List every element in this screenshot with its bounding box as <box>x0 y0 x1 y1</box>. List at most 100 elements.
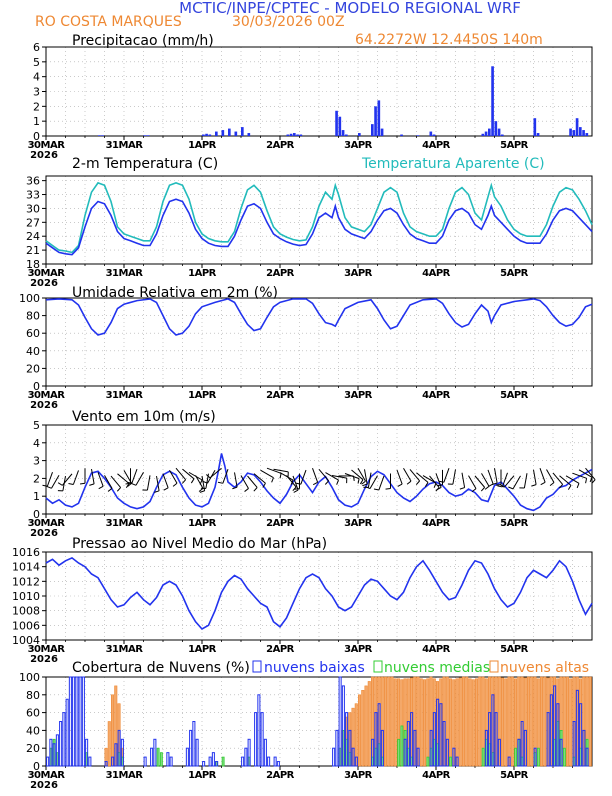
cloud-low-bar <box>209 757 211 766</box>
cloud-high-bar <box>566 677 568 766</box>
wind-title: Vento em 10m (m/s) <box>72 409 216 425</box>
precip-bar <box>534 118 537 136</box>
cloud-low-bar <box>60 722 62 767</box>
cloud-high-bar <box>501 678 503 766</box>
wind-barb-flag <box>108 488 112 491</box>
legend-mid-clouds: nuvens medias <box>384 660 490 676</box>
wind-barb <box>397 470 402 484</box>
ytick-label-1: 24 <box>26 230 40 243</box>
wind-barb <box>147 475 150 490</box>
xtick-label-4: 4APR <box>422 644 451 655</box>
wind-barb-flag <box>438 485 443 486</box>
cloud-low-bar <box>66 699 68 766</box>
wind-barb-flag <box>245 488 249 491</box>
precip-bar <box>381 129 384 136</box>
precip-bar <box>101 135 104 136</box>
cloud-high-bar <box>362 690 364 766</box>
wind-barb-flag <box>337 480 339 485</box>
precip-bar <box>98 135 101 136</box>
wind-barb <box>261 470 274 478</box>
xtick-label-0: 5APR <box>500 140 529 151</box>
cloud-low-bar <box>277 762 279 766</box>
cloud-high-bar <box>544 677 546 766</box>
wind-barb <box>453 469 456 484</box>
ytick-label-3: 4 <box>33 437 40 450</box>
precip-bar <box>371 124 374 136</box>
wind-barb-flag <box>80 483 85 484</box>
cloud-mid-bar <box>157 748 159 766</box>
wind-barb <box>379 476 384 490</box>
precip-bar <box>430 132 433 136</box>
wind-barb-flag <box>460 488 465 490</box>
run-date: 30/03/2026 00Z <box>232 14 345 30</box>
cloud-low-bar <box>268 757 270 766</box>
xtick-label-5: 1APR <box>188 770 217 781</box>
ytick-label-1: 33 <box>26 189 40 202</box>
xtick-label-4: 2APR <box>266 644 295 655</box>
wind-barb <box>462 473 465 488</box>
xtick-label-4: 5APR <box>500 644 529 655</box>
wind-barb <box>319 469 329 480</box>
xtick-label-5: 3APR <box>344 770 373 781</box>
temp-title: 2-m Temperatura (C) <box>72 156 218 172</box>
wind-barb <box>105 475 113 488</box>
cloud-high-bar <box>358 695 360 766</box>
wind-barb <box>132 469 137 483</box>
cloud-high-bar <box>508 677 510 766</box>
cloud-high-bar <box>384 677 386 766</box>
cloud-low-bar <box>274 757 276 766</box>
cloud-low-bar <box>76 677 78 766</box>
xtick-label-4: 31MAR <box>106 644 144 655</box>
xtick-label-2: 31MAR <box>106 390 144 401</box>
cloud-high-bar <box>459 678 461 766</box>
cloud-mid-bar <box>160 753 162 766</box>
xtick-sublabel-1: 2026 <box>30 278 58 289</box>
precip-bar <box>345 135 348 136</box>
wind-barb-flag <box>254 487 257 491</box>
wind-barb <box>235 472 238 487</box>
wind-barb-flag <box>407 481 411 484</box>
ytick-label-2: 20 <box>26 362 40 375</box>
precip-bar <box>573 130 576 136</box>
precip-bar <box>202 135 205 136</box>
cloud-high-bar <box>570 679 572 766</box>
precip-bar <box>374 106 377 136</box>
wind-barb-flag <box>58 483 62 486</box>
ytick-label-0: 6 <box>33 41 40 54</box>
cloud-low-bar <box>144 757 146 766</box>
wind-barb-flag <box>280 473 281 478</box>
precip-bar <box>293 133 296 136</box>
cloud-title: Cobertura de Nuvens (%) <box>72 660 250 676</box>
wind-barb-flag <box>325 481 328 485</box>
precip-bar <box>498 129 501 136</box>
precip-bar <box>335 111 338 136</box>
cloud-high-bar <box>108 722 110 767</box>
precip-bar <box>569 129 572 136</box>
wind-barb-flag <box>568 485 571 489</box>
cloud-mid-bar <box>450 757 452 766</box>
xtick-label-2: 2APR <box>266 390 295 401</box>
cloud-high-bar <box>531 677 533 766</box>
ytick-label-5: 80 <box>26 689 40 702</box>
precip-bar <box>586 133 589 136</box>
cloud-high-bar <box>472 680 474 766</box>
precip-bar <box>248 133 251 136</box>
xtick-label-3: 31MAR <box>106 518 144 529</box>
precip-bar <box>215 132 218 136</box>
station-coords: 64.2272W 12.4450S 140m <box>355 32 543 48</box>
ytick-label-2: 80 <box>26 310 40 323</box>
xtick-label-1: 2APR <box>266 268 295 279</box>
ytick-label-4: 1008 <box>12 605 40 618</box>
cloud-high-bar <box>456 679 458 766</box>
wind-barb <box>404 468 412 481</box>
precip-bar <box>144 135 147 136</box>
cloud-low-bar <box>82 677 84 766</box>
ytick-label-4: 1012 <box>12 575 40 588</box>
ytick-label-4: 1006 <box>12 619 40 632</box>
cloud-low-bar <box>242 757 244 766</box>
cloud-high-bar <box>505 679 507 766</box>
ytick-label-0: 4 <box>33 71 40 84</box>
wind-barb <box>163 474 168 488</box>
precip-bar <box>342 130 345 136</box>
cloud-low-bar <box>196 739 198 766</box>
